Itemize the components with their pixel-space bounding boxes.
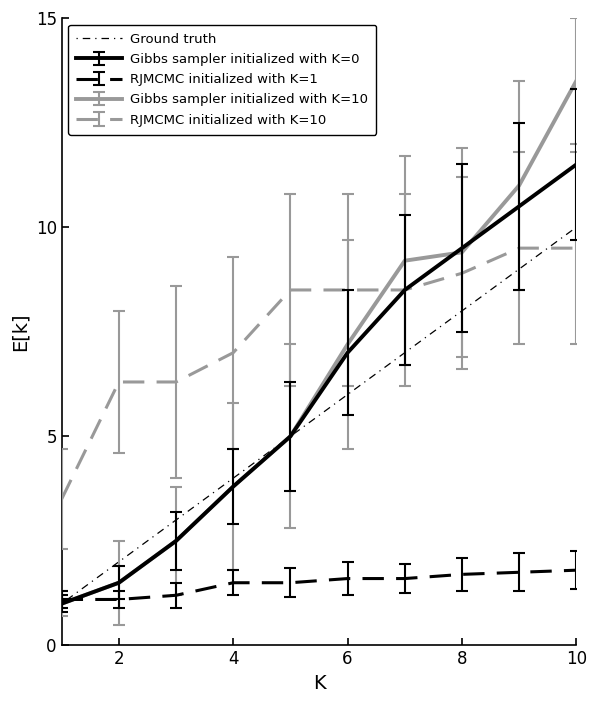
Legend: Ground truth, Gibbs sampler initialized with K=0, RJMCMC initialized with K=1, G: Ground truth, Gibbs sampler initialized …	[68, 25, 376, 134]
X-axis label: K: K	[313, 674, 325, 693]
Y-axis label: E[k]: E[k]	[11, 313, 30, 351]
